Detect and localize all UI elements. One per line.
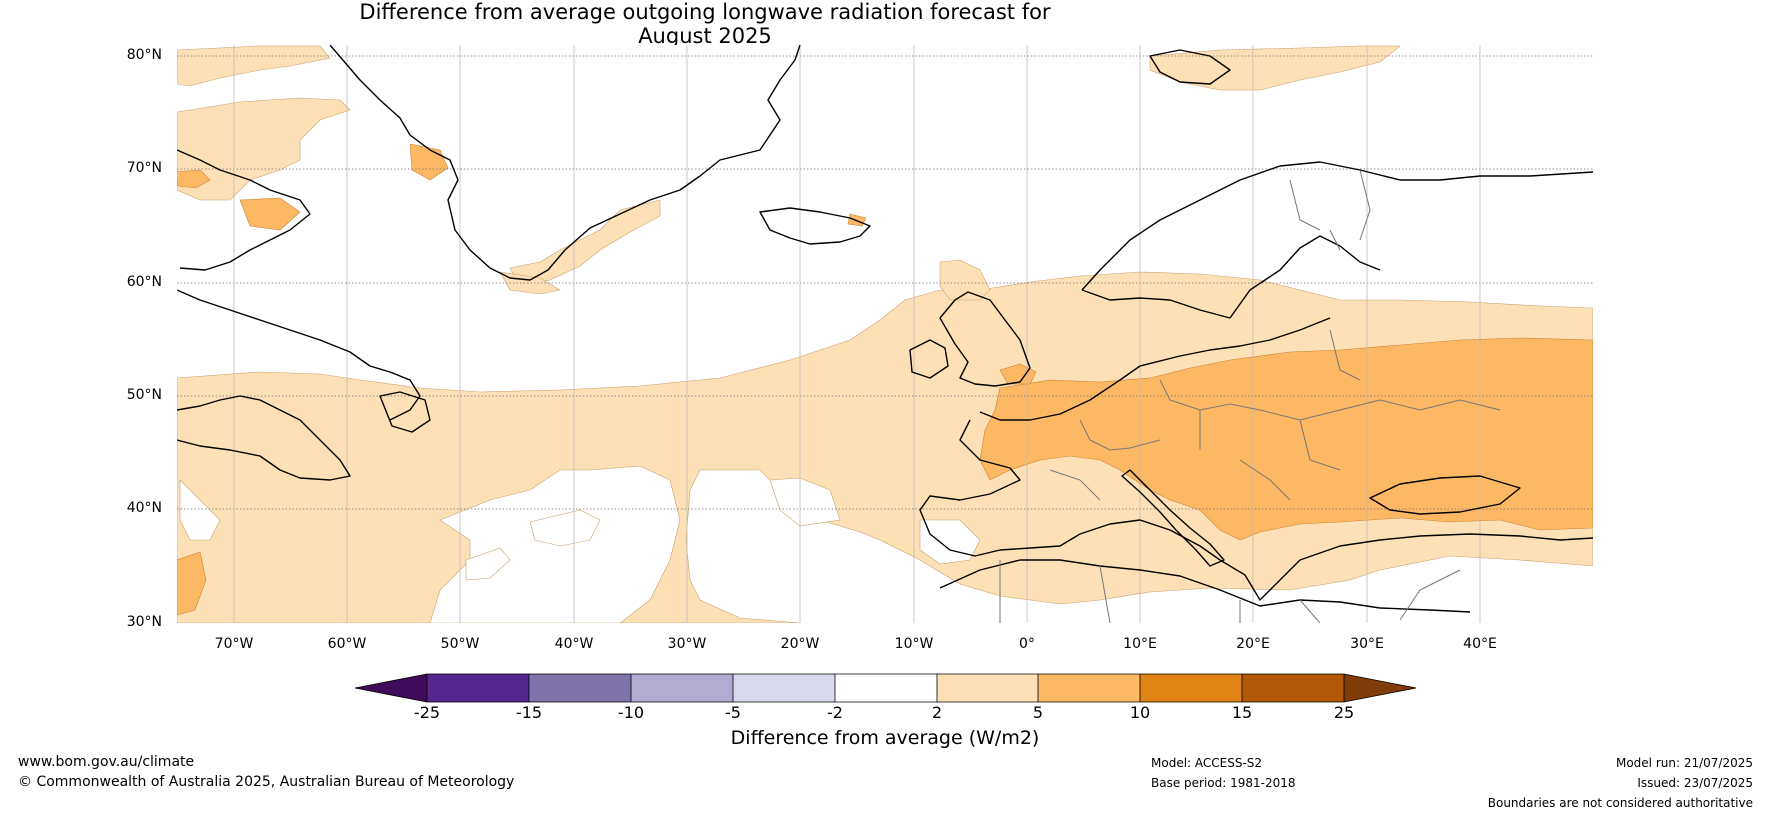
lat-label-30n: 30°N (126, 614, 162, 630)
italy-coast (1121, 469, 1225, 567)
colorbar-tick: -5 (725, 703, 741, 722)
scandinavia-coast (1081, 161, 1593, 319)
disclaimer-text: Boundaries are not considered authoritat… (1487, 796, 1753, 810)
north-america-coast (177, 395, 351, 481)
lat-label-70n: 70°N (126, 160, 162, 176)
greenland-coast (329, 45, 801, 281)
lat-label-80n: 80°N (126, 47, 162, 63)
svalbard-coast (1149, 49, 1231, 85)
issued-text: Issued: 23/07/2025 (1637, 776, 1753, 790)
lon-label-60w: 60°W (327, 636, 367, 652)
colorbar-tick: 2 (931, 703, 943, 722)
colorbar-tick: 10 (1129, 703, 1151, 722)
colorbar-segment--5--2 (733, 674, 835, 702)
copyright-text: © Commonwealth of Australia 2025, Austra… (18, 774, 515, 790)
anomaly-5-10-region (177, 143, 1593, 616)
lon-label-40e: 40°E (1463, 636, 1497, 652)
colorbar-dividers (426, 674, 1345, 702)
lat-label-60n: 60°N (126, 274, 162, 290)
map-title: Difference from average outgoing longwav… (0, 0, 1410, 48)
colorbar-segment-5-10 (1038, 674, 1140, 702)
lon-label-30e: 30°E (1350, 636, 1384, 652)
title-line-2: August 2025 (638, 24, 772, 48)
colorbar-segment-above-25 (1344, 674, 1416, 702)
iceland-coast (759, 207, 871, 245)
lat-label-40n: 40°N (126, 500, 162, 516)
newfoundland-coast (379, 391, 431, 433)
lon-label-0: 0° (1019, 636, 1035, 652)
colorbar-tick: 15 (1231, 703, 1253, 722)
lon-gridlines (233, 45, 1481, 623)
colorbar-tick: 5 (1032, 703, 1044, 722)
black-sea-coast (1369, 475, 1521, 515)
continental-europe-coast (919, 317, 1593, 601)
country-borders (999, 169, 1501, 623)
title-line-1: Difference from average outgoing longwav… (359, 0, 1051, 24)
model-text: Model: ACCESS-S2 (1151, 756, 1263, 770)
lon-label-10w: 10°W (894, 636, 934, 652)
colorbar-segment-below--25 (355, 674, 427, 702)
colorbar-segment-15-25 (1242, 674, 1344, 702)
lon-label-10e: 10°E (1123, 636, 1157, 652)
colorbar-segment--15--10 (529, 674, 631, 702)
coastlines (177, 45, 1593, 613)
colorbar-segment-2-5 (937, 674, 1038, 702)
lat-label-50n: 50°N (126, 387, 162, 403)
colorbar-tick: -10 (617, 703, 645, 722)
colorbar-tick: -15 (515, 703, 543, 722)
colorbar-segment--10--5 (631, 674, 733, 702)
labrador-coast (177, 289, 421, 421)
lon-label-70w: 70°W (214, 636, 254, 652)
lon-label-20w: 20°W (780, 636, 820, 652)
colorbar-segment--25--15 (427, 674, 529, 702)
lon-label-20e: 20°E (1236, 636, 1270, 652)
colorbar-segment--2-2 (835, 674, 937, 702)
model-run-text: Model run: 21/07/2025 (1615, 756, 1753, 770)
colorbar-tick: 25 (1333, 703, 1355, 722)
lon-label-50w: 50°W (440, 636, 480, 652)
colorbar-segment-10-15 (1140, 674, 1242, 702)
base-period-text: Base period: 1981-2018 (1151, 776, 1296, 790)
lon-label-40w: 40°W (554, 636, 594, 652)
ireland-coast (909, 339, 949, 379)
north-africa-coast (939, 559, 1471, 613)
baffin-coast (177, 149, 311, 271)
colorbar-tick: -2 (827, 703, 843, 722)
colorbar-tick: -25 (413, 703, 441, 722)
near-normal-region (179, 465, 981, 623)
british-isles-coast (939, 291, 1031, 387)
lon-label-30w: 30°W (667, 636, 707, 652)
colorbar-label: Difference from average (W/m2) (730, 727, 1040, 749)
website-link[interactable]: www.bom.gov.au/climate (18, 754, 195, 770)
